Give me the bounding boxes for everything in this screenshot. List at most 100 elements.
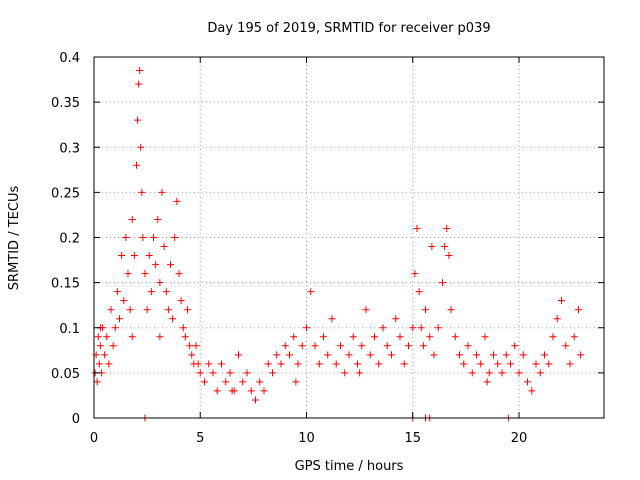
data-point <box>177 297 185 305</box>
data-point <box>292 378 300 386</box>
data-point <box>536 369 544 377</box>
data-point <box>430 351 438 359</box>
data-point <box>235 351 242 359</box>
y-tick-label: 0.35 <box>51 96 80 111</box>
data-point <box>439 279 446 287</box>
data-point <box>139 234 147 241</box>
data-point <box>128 215 136 223</box>
data-point <box>358 342 366 350</box>
data-point <box>307 288 315 296</box>
data-point <box>456 351 463 359</box>
data-point <box>320 333 327 341</box>
data-point <box>192 342 200 350</box>
data-point <box>124 270 132 278</box>
data-point <box>95 360 103 368</box>
data-point <box>158 188 166 196</box>
data-point <box>194 360 202 368</box>
data-point <box>411 270 419 278</box>
data-point <box>362 306 370 314</box>
data-point <box>228 387 236 395</box>
y-tick-label: 0.4 <box>59 51 80 66</box>
data-point <box>252 396 259 404</box>
data-point <box>396 333 404 341</box>
data-point <box>156 279 164 287</box>
data-point <box>256 378 264 386</box>
data-point <box>186 342 194 350</box>
data-point <box>130 252 138 260</box>
data-point <box>519 351 527 359</box>
data-point <box>113 288 121 296</box>
data-point <box>101 351 109 359</box>
data-point <box>413 224 421 232</box>
x-tick-label: 0 <box>90 431 98 446</box>
data-point <box>426 333 434 341</box>
data-point <box>239 378 247 386</box>
data-point <box>136 67 144 75</box>
data-point <box>175 270 183 278</box>
data-point <box>273 351 281 359</box>
data-point <box>577 351 585 359</box>
data-point <box>354 360 361 368</box>
data-point <box>507 360 514 368</box>
x-axis-label: GPS time / hours <box>295 459 404 474</box>
data-point <box>451 333 459 341</box>
data-point <box>428 243 436 251</box>
data-point <box>138 188 146 196</box>
data-point <box>366 351 374 359</box>
data-point <box>120 297 128 305</box>
data-point <box>164 306 172 314</box>
data-point <box>160 243 168 251</box>
data-point <box>281 342 289 350</box>
data-point <box>303 324 310 332</box>
data-point <box>260 387 268 395</box>
y-tick-label: 0 <box>72 412 80 427</box>
data-point <box>417 324 425 332</box>
data-point <box>152 261 160 269</box>
y-tick-label: 0.3 <box>59 141 80 156</box>
y-axis-label: SRMTID / TECUs <box>7 186 22 291</box>
data-point <box>213 387 221 395</box>
data-point <box>441 243 449 251</box>
data-point <box>156 333 164 341</box>
y-tick-labels: 0 0.05 0.1 0.15 0.2 0.25 0.3 0.35 0.4 <box>51 51 80 427</box>
data-point <box>226 369 234 377</box>
data-point <box>528 387 536 395</box>
data-point <box>553 315 561 323</box>
data-point <box>277 360 285 368</box>
data-point <box>502 351 510 359</box>
data-point <box>126 306 134 314</box>
data-point <box>93 378 101 386</box>
data-point <box>388 351 395 359</box>
chart-title: Day 195 of 2019, SRMTID for receiver p03… <box>207 21 490 36</box>
data-point <box>419 342 427 350</box>
data-point <box>162 288 170 296</box>
data-point <box>498 369 506 377</box>
data-point <box>184 306 191 314</box>
data-point <box>575 306 582 314</box>
data-point <box>405 342 412 350</box>
data-point <box>122 234 130 241</box>
data-point <box>483 378 491 386</box>
data-point <box>332 360 340 368</box>
data-point <box>135 80 143 88</box>
data-point <box>269 369 276 377</box>
data-point <box>243 369 251 377</box>
data-point <box>169 315 177 323</box>
data-point <box>328 315 336 323</box>
data-point <box>371 333 378 341</box>
data-point <box>443 224 451 232</box>
data-point <box>473 351 480 359</box>
data-point <box>541 351 548 359</box>
data-point <box>409 324 417 332</box>
data-point <box>349 333 357 341</box>
data-point <box>201 378 208 386</box>
data-point <box>247 387 255 395</box>
data-point <box>154 215 162 223</box>
data-point <box>141 270 149 278</box>
data-point <box>111 324 119 332</box>
y-tick-label: 0.1 <box>59 322 80 337</box>
data-point <box>118 252 126 260</box>
data-point <box>188 351 196 359</box>
data-point <box>490 351 497 359</box>
x-tick-label: 5 <box>196 431 204 446</box>
